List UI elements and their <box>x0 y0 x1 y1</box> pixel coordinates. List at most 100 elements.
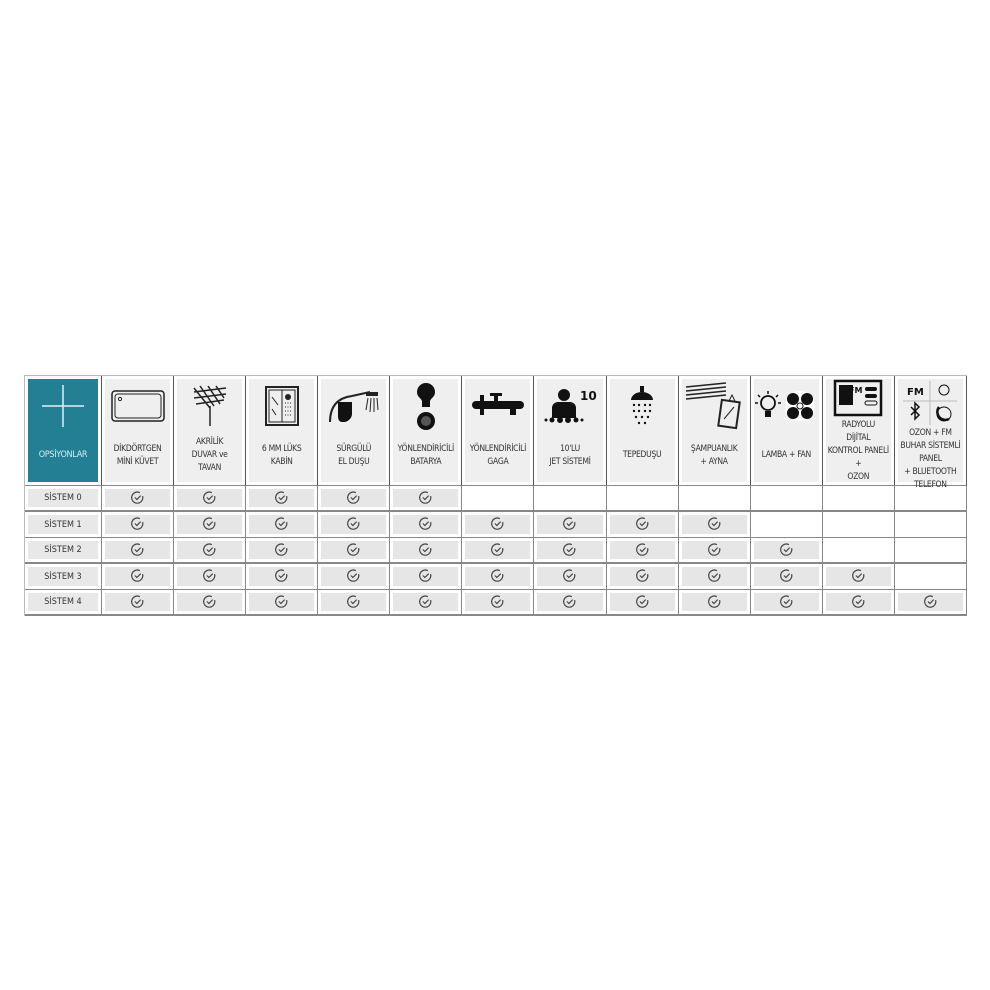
included-cell <box>462 590 535 616</box>
check-circle-icon <box>491 515 504 534</box>
included-cell <box>101 590 175 616</box>
table-row: SİSTEM 2 <box>25 538 967 564</box>
included-cell <box>246 590 319 616</box>
check-circle-icon <box>419 567 432 586</box>
jet-count: 10 <box>580 389 597 403</box>
empty-cell <box>894 512 967 538</box>
included-cell <box>101 564 175 590</box>
check-circle-icon <box>635 515 649 534</box>
check-circle-icon <box>779 567 793 586</box>
column-label: AKRİLİK DUVAR ve TAVAN <box>191 437 228 473</box>
row-label: SİSTEM 2 <box>28 541 98 559</box>
empty-cell <box>534 486 607 512</box>
cabin-icon <box>264 379 300 433</box>
check-circle-icon <box>347 593 360 612</box>
included-cell <box>822 564 895 590</box>
included-cell <box>318 590 391 616</box>
check-circle-icon <box>707 593 721 612</box>
rain-shower-icon <box>627 379 657 433</box>
included-cell <box>318 564 391 590</box>
included-cell <box>174 486 247 512</box>
check-circle-icon <box>347 515 360 534</box>
included-cell <box>174 538 247 564</box>
column-header: AKRİLİK DUVAR ve TAVAN <box>174 376 247 486</box>
included-cell <box>462 538 535 564</box>
empty-cell <box>678 486 751 512</box>
included-cell <box>246 486 319 512</box>
empty-cell <box>894 538 967 564</box>
row-label: SİSTEM 1 <box>28 515 98 534</box>
check-circle-icon <box>131 593 144 612</box>
included-cell <box>390 590 463 616</box>
included-cell <box>534 512 607 538</box>
check-circle-icon <box>491 541 504 560</box>
included-cell <box>246 538 319 564</box>
included-cell <box>606 564 679 590</box>
row-label-cell: SİSTEM 4 <box>25 590 102 616</box>
faucet-icon <box>411 379 441 433</box>
check-circle-icon <box>707 515 721 534</box>
column-header: FM RADYOLU DİJİTAL KONTROL PANELİ + OZON <box>822 376 895 486</box>
included-cell <box>750 538 823 564</box>
check-circle-icon <box>563 541 576 560</box>
included-cell <box>534 538 607 564</box>
check-circle-icon <box>131 515 144 534</box>
empty-cell <box>894 486 967 512</box>
included-cell <box>174 590 247 616</box>
included-cell <box>318 512 391 538</box>
check-circle-icon <box>707 567 721 586</box>
column-header: SÜRGÜLÜ EL DUŞU <box>318 376 391 486</box>
check-circle-icon <box>275 567 288 586</box>
check-circle-icon <box>419 489 432 508</box>
included-cell <box>390 564 463 590</box>
check-circle-icon <box>131 541 144 560</box>
included-cell <box>822 590 895 616</box>
column-label: YÖNLENDİRİCİLİ GAGA <box>469 443 527 467</box>
row-label: SİSTEM 3 <box>28 567 98 586</box>
check-circle-icon <box>563 567 576 586</box>
check-circle-icon <box>707 541 721 560</box>
included-cell <box>390 512 463 538</box>
column-header: 10 10'LU JET SİSTEMİ <box>534 376 607 486</box>
radio-panel-icon: FM <box>833 379 883 419</box>
column-label: OZON + FM BUHAR SİSTEMLİ PANEL + BLUETOO… <box>900 428 961 490</box>
check-circle-icon <box>635 567 649 586</box>
hand-shower-icon <box>326 379 382 433</box>
included-cell <box>534 564 607 590</box>
corner-cell: OPSİYONLAR <box>25 376 102 486</box>
row-label: SİSTEM 0 <box>28 489 98 507</box>
column-header: YÖNLENDİRİCİLİ GAGA <box>462 376 535 486</box>
included-cell <box>246 564 319 590</box>
column-header: FM OZON + FM BUHAR SİSTEMLİ PANEL + BLUET… <box>894 376 967 490</box>
check-circle-icon <box>779 541 793 560</box>
check-circle-icon <box>563 593 576 612</box>
check-circle-icon <box>635 541 649 560</box>
included-cell <box>678 590 751 616</box>
column-label: DİKDÖRTGEN MİNİ KÜVET <box>113 443 162 467</box>
acrylic-panel-icon <box>190 379 230 433</box>
column-header: LAMBA + FAN <box>750 376 823 486</box>
included-cell <box>174 564 247 590</box>
empty-cell <box>894 564 967 590</box>
column-label: SÜRGÜLÜ EL DUŞU <box>336 443 372 467</box>
empty-cell <box>750 512 823 538</box>
jet-system-icon: 10 <box>542 379 598 433</box>
corner-label: OPSİYONLAR <box>38 450 88 460</box>
check-circle-icon <box>419 515 432 534</box>
check-circle-icon <box>419 541 432 560</box>
table-row: SİSTEM 3 <box>25 564 967 590</box>
column-header: TEPEDUŞU <box>606 376 679 486</box>
column-label: 10'LU JET SİSTEMİ <box>549 443 591 467</box>
included-cell <box>101 512 175 538</box>
check-circle-icon <box>275 593 288 612</box>
included-cell <box>606 590 679 616</box>
row-label-cell: SİSTEM 2 <box>25 538 102 564</box>
included-cell <box>318 538 391 564</box>
included-cell <box>678 512 751 538</box>
empty-cell <box>606 486 679 512</box>
included-cell <box>390 538 463 564</box>
included-cell <box>678 564 751 590</box>
check-circle-icon <box>851 567 865 586</box>
column-header: 6 MM LÜKS KABİN <box>246 376 319 486</box>
check-circle-icon <box>203 567 216 586</box>
